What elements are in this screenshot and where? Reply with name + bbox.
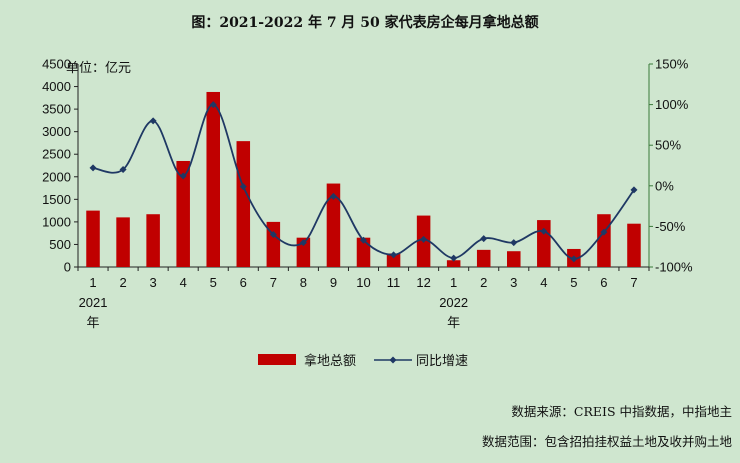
bar [386,253,401,267]
x-tick-label: 4 [180,275,187,290]
growth-point [209,101,217,109]
legend-bar-label: 拿地总额 [304,353,356,369]
x-tick-label: 2 [480,275,487,290]
x-tick-label: 9 [330,275,337,290]
growth-point [269,231,277,239]
bar [146,214,160,267]
right-tick-label: -50% [655,219,686,234]
x-year-suffix: 年 [447,316,460,331]
bar [86,210,100,267]
growth-point [149,117,157,125]
x-tick-label: 1 [450,275,457,290]
x-tick-label: 4 [540,275,547,290]
right-tick-label: 100% [655,97,689,112]
right-tick-label: 0% [655,178,674,193]
x-tick-label: 3 [510,275,517,290]
bar [176,160,190,267]
growth-point [89,164,97,172]
growth-point [630,186,638,194]
x-tick-label: 3 [150,275,157,290]
x-tick-label: 6 [240,275,247,290]
right-axis: -100% -50% 0% 50% 100% 150% [648,57,693,275]
growth-point [329,192,337,200]
growth-point [390,251,398,259]
bar [266,221,281,267]
x-tick-label: 12 [416,275,430,290]
x-tick-label: 1 [89,275,96,290]
left-tick-label: 1000 [42,214,71,229]
x-year-label: 2022 [439,295,468,310]
x-year-suffix: 年 [87,316,100,331]
bar [446,260,461,267]
bar [206,91,220,267]
left-tick-label: 500 [49,237,71,252]
chart-title: 图：2021-2022 年 7 月 50 家代表房企每月拿地总额 [191,14,538,31]
bar [326,183,341,267]
x-year-label: 2021 [79,295,108,310]
left-tick-label: 4000 [42,79,71,94]
x-tick-label: 5 [570,275,577,290]
x-tick-label: 6 [600,275,607,290]
bar-series [86,91,641,267]
x-tick-label: 11 [387,275,401,290]
legend-line-label: 同比增速 [416,354,468,369]
growth-point [600,228,608,236]
legend: 拿地总额 同比增速 [258,353,468,369]
bar [507,251,521,267]
footnote-scope: 数据范围：包含招拍挂权益土地及收并购土地 [482,434,733,449]
growth-point [510,239,518,247]
growth-point [239,183,247,191]
x-tick-label: 5 [210,275,217,290]
left-tick-label: 0 [64,260,71,275]
growth-point [420,235,428,243]
growth-point [450,254,458,262]
unit-label: 单位：亿元 [66,61,131,76]
line-series [89,101,638,263]
x-tick-label: 7 [270,275,277,290]
left-tick-label: 4500 [42,57,71,72]
left-tick-label: 1500 [42,192,71,207]
bar [627,223,641,267]
growth-point [540,227,548,235]
bar [597,214,611,267]
left-axis: 0 500 1000 1500 2000 2500 3000 3500 4000 4500 [42,57,79,275]
growth-point [570,255,578,263]
left-tick-label: 2000 [42,169,71,184]
growth-line [92,103,635,260]
footnote-source: 数据来源：CREIS 中指数据，中指地主 [511,404,732,419]
growth-point [480,235,488,243]
growth-point [179,172,187,180]
bar [356,237,371,267]
x-tick-label: 7 [630,275,637,290]
bar [476,249,491,267]
bar [537,220,551,267]
x-tick-label: 2 [119,275,126,290]
right-tick-label: -100% [655,260,693,275]
growth-point [119,166,127,174]
bar [116,217,130,267]
bar [236,141,251,267]
growth-point [299,239,307,247]
left-tick-label: 3500 [42,102,71,117]
left-tick-label: 2500 [42,147,71,162]
right-tick-label: 150% [655,57,689,72]
legend-bar-swatch [258,354,296,365]
legend-line-marker [389,356,397,364]
right-tick-label: 50% [655,138,681,153]
x-tick-label: 8 [300,275,307,290]
left-tick-label: 3000 [42,124,71,139]
growth-point [360,236,367,244]
x-tick-label: 10 [356,275,370,290]
